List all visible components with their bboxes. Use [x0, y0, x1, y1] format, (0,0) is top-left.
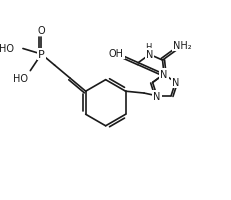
Text: NH₂: NH₂ [173, 41, 191, 51]
Text: H: H [145, 42, 151, 51]
Text: O: O [37, 26, 45, 36]
Text: N: N [145, 50, 153, 60]
Text: OH: OH [108, 49, 123, 59]
Text: N: N [153, 91, 160, 101]
Text: HO: HO [13, 74, 28, 84]
Text: P: P [38, 50, 45, 60]
Text: HO: HO [0, 44, 14, 54]
Text: NH: NH [175, 41, 189, 51]
Text: HO: HO [0, 44, 14, 54]
Text: O: O [37, 26, 45, 36]
Text: P: P [38, 50, 45, 60]
Text: HO: HO [13, 74, 28, 84]
Text: N: N [171, 78, 178, 88]
Text: N: N [160, 70, 167, 80]
